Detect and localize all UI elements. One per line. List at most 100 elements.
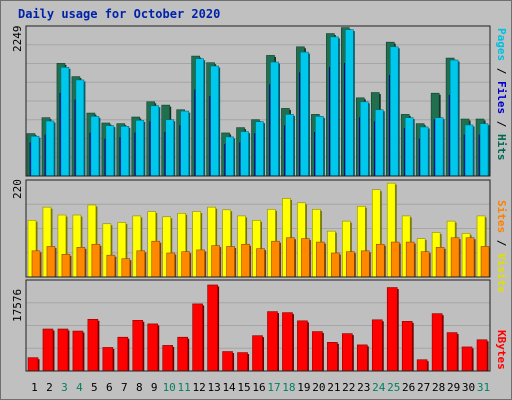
bar-pages-day-12 xyxy=(195,58,204,177)
x-tick-label-day-1: 1 xyxy=(31,381,38,394)
x-tick-label-day-2: 2 xyxy=(46,381,53,394)
x-tick-label-day-16: 16 xyxy=(252,381,265,394)
bar-kbytes-day-26 xyxy=(401,321,413,372)
bar-kbytes-day-15 xyxy=(237,352,248,372)
bar-sites-day-13 xyxy=(211,245,220,278)
bar-pages-day-4 xyxy=(75,79,85,177)
bar-sites-day-21 xyxy=(331,252,340,278)
bar-sites-day-27 xyxy=(420,251,430,278)
x-tick-label-day-9: 9 xyxy=(151,381,158,394)
bar-kbytes-day-22 xyxy=(342,333,353,372)
bar-sites-day-22 xyxy=(346,251,355,278)
bar-pages-day-15 xyxy=(240,131,249,177)
bar-pages-day-9 xyxy=(150,105,160,177)
x-tick-label-day-28: 28 xyxy=(432,381,445,394)
bar-kbytes-day-28 xyxy=(431,313,443,372)
bar-sites-day-25 xyxy=(390,241,400,278)
bar-sites-day-7 xyxy=(121,258,131,278)
bar-sites-day-20 xyxy=(316,241,325,278)
bar-pages-day-31 xyxy=(479,123,489,177)
x-tick-label-day-27: 27 xyxy=(417,381,430,394)
bar-kbytes-day-4 xyxy=(72,330,84,372)
bar-pages-day-1 xyxy=(30,135,40,177)
bar-pages-day-30 xyxy=(464,124,474,177)
bar-kbytes-day-17 xyxy=(267,311,278,372)
bar-kbytes-day-5 xyxy=(87,318,99,372)
bar-kbytes-day-12 xyxy=(192,303,203,372)
panel2-border xyxy=(25,179,491,278)
bar-pages-day-19 xyxy=(300,51,309,177)
bar-sites-day-17 xyxy=(271,240,280,278)
bar-pages-day-11 xyxy=(180,110,189,177)
bar-pages-day-21 xyxy=(330,36,339,177)
bar-pages-day-2 xyxy=(45,120,55,177)
x-tick-label-day-13: 13 xyxy=(207,381,220,394)
bar-kbytes-day-16 xyxy=(252,335,263,372)
bar-sites-day-29 xyxy=(450,237,460,278)
bar-kbytes-day-19 xyxy=(297,320,308,372)
bar-sites-day-14 xyxy=(226,246,235,278)
bar-sites-day-11 xyxy=(181,251,190,278)
bar-kbytes-day-31 xyxy=(476,339,488,372)
x-tick-label-day-20: 20 xyxy=(312,381,325,394)
bar-pages-day-28 xyxy=(434,117,444,177)
bar-sites-day-8 xyxy=(136,250,146,278)
bar-kbytes-day-18 xyxy=(282,312,293,372)
x-tick-label-day-21: 21 xyxy=(327,381,340,394)
bar-pages-day-17 xyxy=(270,61,279,177)
bar-pages-day-20 xyxy=(315,116,324,177)
bar-pages-day-16 xyxy=(255,121,264,177)
bar-kbytes-day-10 xyxy=(162,345,174,372)
bar-pages-day-7 xyxy=(120,126,130,177)
bar-sites-day-4 xyxy=(76,247,86,278)
bar-pages-day-8 xyxy=(135,120,145,177)
x-tick-label-day-25: 25 xyxy=(387,381,400,394)
bar-kbytes-day-20 xyxy=(312,331,323,372)
x-tick-label-day-12: 12 xyxy=(193,381,206,394)
bar-kbytes-day-11 xyxy=(177,336,188,372)
x-tick-label-day-22: 22 xyxy=(342,381,355,394)
bar-pages-day-25 xyxy=(389,46,399,177)
x-tick-label-day-29: 29 xyxy=(447,381,460,394)
bar-pages-day-5 xyxy=(90,116,100,177)
bar-kbytes-day-1 xyxy=(27,357,39,372)
bar-kbytes-day-9 xyxy=(147,323,159,372)
x-tick-label-day-6: 6 xyxy=(106,381,113,394)
x-tick-label-day-19: 19 xyxy=(297,381,310,394)
bar-sites-day-9 xyxy=(151,240,161,278)
x-tick-label-day-17: 17 xyxy=(267,381,280,394)
bar-sites-day-10 xyxy=(166,252,176,278)
x-tick-label-day-23: 23 xyxy=(357,381,370,394)
bar-kbytes-day-3 xyxy=(57,328,69,372)
bar-pages-day-24 xyxy=(374,109,384,177)
bar-kbytes-day-13 xyxy=(207,284,218,372)
bar-sites-day-23 xyxy=(360,250,370,278)
x-tick-label-day-31: 31 xyxy=(477,381,490,394)
bar-pages-day-6 xyxy=(105,125,115,177)
bar-kbytes-day-14 xyxy=(222,351,233,372)
bar-kbytes-day-27 xyxy=(416,359,428,372)
bar-sites-day-5 xyxy=(91,243,101,278)
bar-sites-day-16 xyxy=(256,248,265,278)
bar-sites-day-1 xyxy=(31,250,41,278)
x-tick-label-day-4: 4 xyxy=(76,381,83,394)
bar-sites-day-15 xyxy=(241,243,250,278)
bar-sites-day-6 xyxy=(106,254,116,278)
x-tick-label-day-30: 30 xyxy=(462,381,475,394)
bar-kbytes-day-30 xyxy=(461,346,473,372)
x-tick-label-day-11: 11 xyxy=(178,381,191,394)
bar-kbytes-day-24 xyxy=(371,319,383,372)
x-tick-label-day-18: 18 xyxy=(282,381,295,394)
chart-title: Daily usage for October 2020 xyxy=(18,7,221,21)
bar-pages-day-22 xyxy=(345,29,354,177)
bar-kbytes-day-2 xyxy=(42,328,54,372)
bar-pages-day-14 xyxy=(225,136,234,177)
bar-sites-day-12 xyxy=(196,249,205,278)
bar-sites-day-2 xyxy=(46,246,56,278)
bar-kbytes-day-25 xyxy=(386,287,398,372)
bar-sites-day-3 xyxy=(61,254,71,278)
bar-sites-day-18 xyxy=(286,237,295,278)
bar-sites-day-30 xyxy=(465,237,475,278)
bar-sites-day-28 xyxy=(435,247,445,278)
